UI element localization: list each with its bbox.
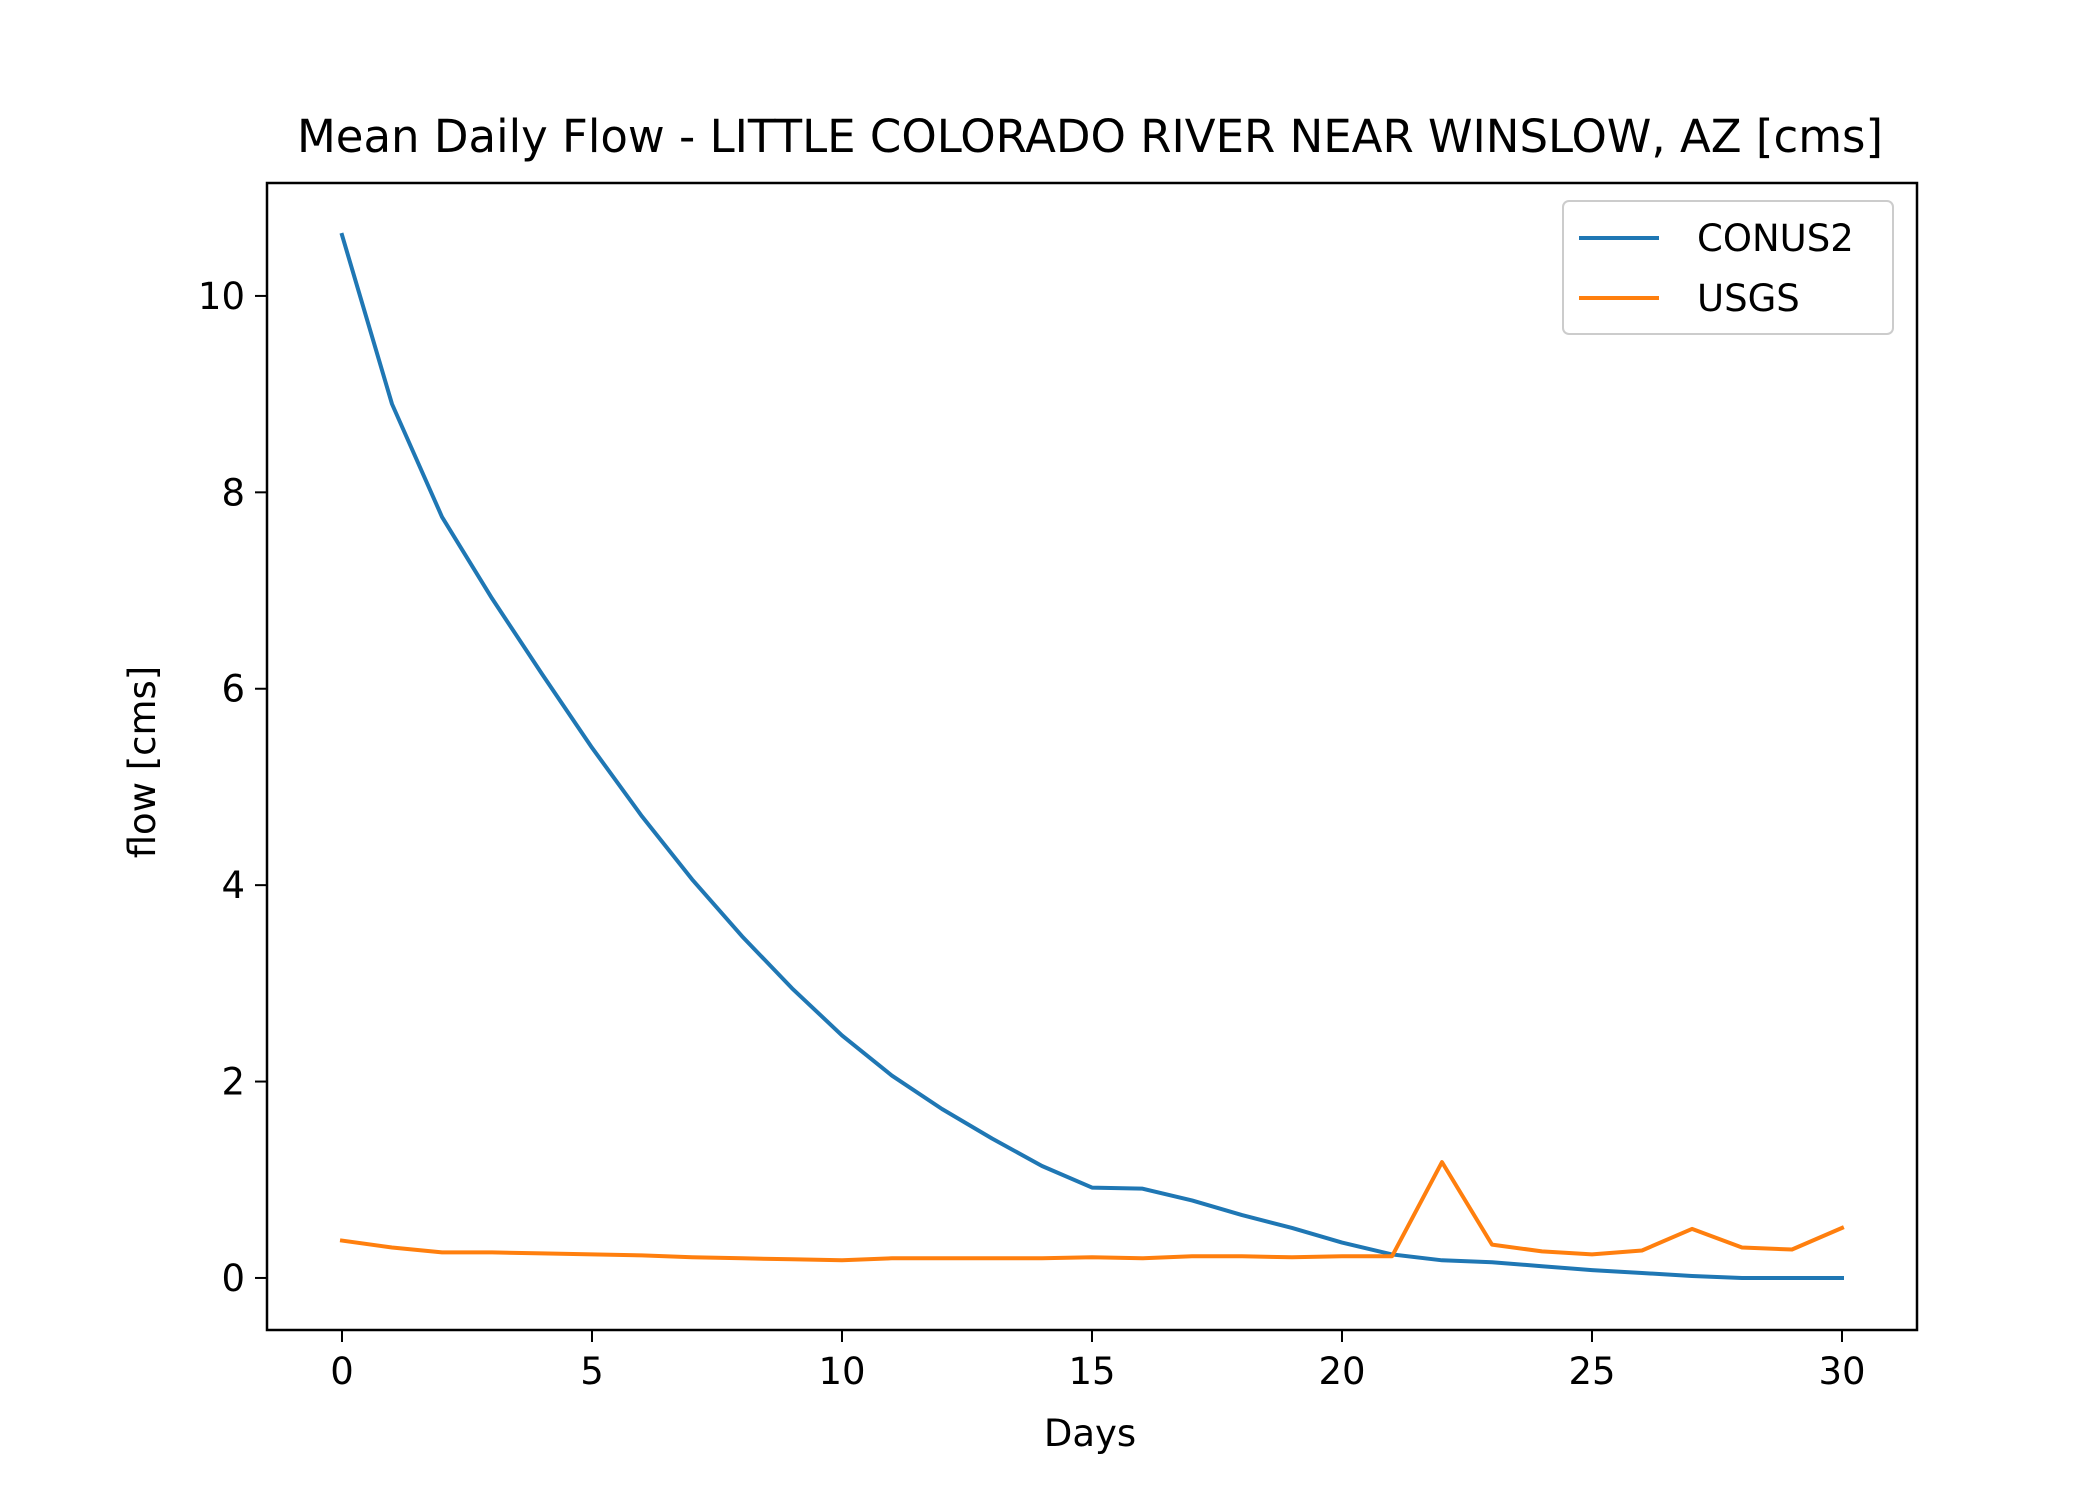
plot-frame [265, 181, 1919, 1332]
legend: CONUS2 USGS [1562, 200, 1894, 335]
x-axis-label: Days [1044, 1412, 1136, 1455]
x-tick-label: 10 [818, 1350, 865, 1393]
plot-area [265, 181, 1919, 1332]
y-axis: 0 2 4 6 8 10 [198, 275, 267, 1300]
y-tick-label: 8 [221, 471, 245, 514]
x-tick-label: 0 [330, 1350, 354, 1393]
y-tick-label: 0 [221, 1257, 245, 1300]
legend-label-conus2: CONUS2 [1697, 217, 1854, 260]
y-tick-label: 2 [221, 1061, 245, 1104]
x-tick-label: 15 [1068, 1350, 1115, 1393]
x-tick-label: 5 [580, 1350, 604, 1393]
y-tick-label: 10 [198, 275, 245, 318]
series-line-usgs [339, 1160, 1845, 1263]
x-tick-label: 20 [1318, 1350, 1365, 1393]
x-tick-label: 30 [1818, 1350, 1865, 1393]
y-tick-label: 4 [221, 864, 245, 907]
y-tick-label: 6 [221, 668, 245, 711]
y-axis-label: flow [cms] [121, 666, 164, 859]
x-tick-label: 25 [1568, 1350, 1615, 1393]
x-axis: 0 5 10 15 20 25 30 [330, 1330, 1866, 1393]
chart-title: Mean Daily Flow - LITTLE COLORADO RIVER … [297, 110, 1883, 163]
legend-box [1562, 200, 1894, 335]
series-line-conus2 [339, 232, 1844, 1280]
legend-label-usgs: USGS [1697, 277, 1800, 320]
